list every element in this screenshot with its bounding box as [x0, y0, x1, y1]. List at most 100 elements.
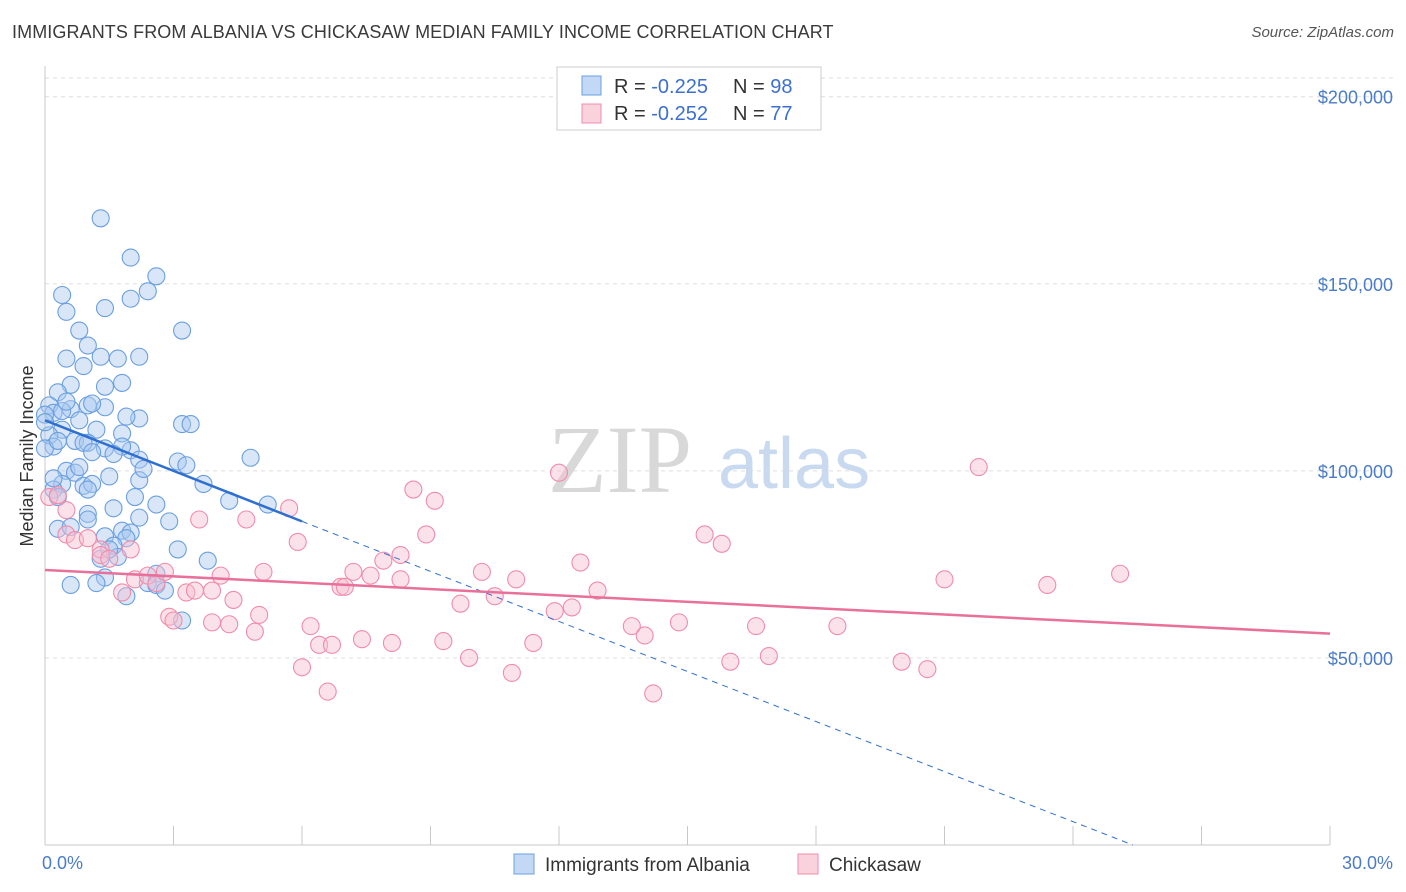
data-point-albania: [78, 336, 97, 355]
data-point-chickasaw: [425, 491, 444, 510]
data-point-chickasaw: [434, 632, 453, 651]
x-tick-labels: 0.0% 30.0%: [42, 853, 1393, 873]
data-point-albania: [130, 471, 149, 490]
data-point-chickasaw: [245, 622, 264, 641]
data-point-albania: [177, 456, 196, 475]
data-point-albania: [70, 321, 89, 340]
y-tick-labels: $50,000 $100,000 $150,000 $200,000: [1318, 88, 1393, 669]
legend-row-chickasaw: R = -0.252 N = 77: [614, 103, 793, 125]
data-point-chickasaw: [155, 562, 174, 581]
data-point-albania: [113, 424, 132, 443]
data-point-albania: [168, 452, 187, 471]
data-point-chickasaw: [250, 605, 269, 624]
data-point-albania: [87, 420, 106, 439]
data-point-chickasaw: [635, 626, 654, 645]
data-point-albania: [198, 551, 217, 570]
data-point-chickasaw: [91, 545, 110, 565]
data-point-albania: [134, 459, 153, 479]
data-point-chickasaw: [1038, 575, 1057, 595]
watermark: ZIP atlas: [548, 406, 870, 513]
data-point-chickasaw: [918, 660, 937, 679]
data-point-chickasaw: [237, 510, 256, 529]
data-point-chickasaw: [344, 562, 363, 581]
data-point-chickasaw: [310, 635, 329, 654]
data-point-albania: [83, 394, 102, 413]
data-point-chickasaw: [545, 602, 564, 621]
data-point-chickasaw: [549, 463, 569, 482]
data-point-chickasaw: [828, 617, 847, 636]
legend: R = -0.225 N = 98 R = -0.252 N = 77: [556, 66, 822, 131]
data-points: [35, 209, 1130, 703]
legend-swatch-albania: [581, 75, 602, 96]
series-legend-label-albania: Immigrants from Albania: [545, 855, 750, 876]
data-point-albania: [168, 540, 187, 559]
data-point-albania: [44, 469, 63, 488]
data-point-albania: [57, 392, 76, 411]
data-point-chickasaw: [507, 570, 526, 589]
trend-lines: [44, 419, 1331, 846]
data-point-chickasaw: [759, 647, 778, 666]
data-point-albania: [35, 405, 55, 424]
data-point-albania: [138, 282, 157, 301]
data-point-albania: [104, 499, 123, 518]
data-point-albania: [91, 347, 110, 366]
data-point-chickasaw: [622, 617, 641, 636]
trend-line-chickasaw: [44, 568, 1331, 635]
data-point-albania: [130, 347, 149, 366]
data-point-chickasaw: [935, 570, 954, 589]
grid-lines: [45, 77, 1395, 659]
data-point-albania: [130, 508, 149, 527]
data-point-albania: [160, 512, 179, 531]
series-legend-swatch-albania: [513, 853, 535, 875]
series-legend: Immigrants from Albania Chickasaw: [513, 853, 921, 876]
source-label: Source: ZipAtlas.com: [1251, 24, 1394, 41]
data-point-albania: [108, 349, 127, 368]
x-tick-label-min: 0.0%: [42, 853, 83, 873]
data-point-albania: [121, 289, 140, 308]
data-point-albania: [241, 448, 260, 467]
legend-n-label: N =: [733, 103, 770, 125]
data-point-albania: [121, 248, 140, 267]
data-point-chickasaw: [404, 480, 423, 499]
data-point-chickasaw: [203, 581, 222, 600]
y-tick-label: $50,000: [1328, 649, 1393, 669]
data-point-albania: [113, 373, 132, 392]
data-point-albania: [70, 458, 89, 477]
y-tick-label: $100,000: [1318, 462, 1393, 482]
data-point-chickasaw: [391, 545, 410, 565]
chart-title: IMMIGRANTS FROM ALBANIA VS CHICKASAW MED…: [12, 22, 834, 42]
data-point-chickasaw: [524, 633, 543, 653]
data-point-chickasaw: [485, 587, 504, 606]
data-point-chickasaw: [892, 652, 911, 671]
data-point-albania: [35, 413, 55, 432]
series-legend-swatch-chickasaw: [797, 853, 819, 875]
data-point-chickasaw: [382, 633, 402, 653]
data-point-albania: [87, 574, 106, 593]
data-point-chickasaw: [292, 658, 312, 677]
data-point-albania: [53, 285, 72, 305]
data-point-chickasaw: [190, 510, 209, 529]
watermark-atlas: atlas: [718, 424, 870, 504]
data-point-chickasaw: [331, 577, 350, 596]
data-point-chickasaw: [669, 613, 688, 632]
y-tick-label: $200,000: [1318, 88, 1393, 108]
series-legend-label-chickasaw: Chickasaw: [829, 855, 921, 876]
data-point-albania: [78, 504, 97, 523]
data-point-albania: [100, 467, 119, 486]
data-point-albania: [181, 415, 200, 434]
data-point-chickasaw: [644, 684, 663, 703]
data-point-chickasaw: [352, 630, 372, 649]
data-point-albania: [61, 575, 80, 595]
legend-r-value: -0.252: [651, 103, 708, 125]
data-point-chickasaw: [721, 652, 740, 671]
trend-line-albania: [44, 419, 303, 523]
data-point-chickasaw: [502, 663, 521, 682]
data-point-chickasaw: [211, 566, 230, 585]
data-point-albania: [53, 401, 72, 421]
data-point-albania: [70, 411, 89, 430]
axes: [44, 66, 1331, 846]
legend-n-value: 98: [770, 76, 792, 98]
data-point-albania: [57, 349, 76, 368]
data-point-chickasaw: [224, 590, 243, 609]
